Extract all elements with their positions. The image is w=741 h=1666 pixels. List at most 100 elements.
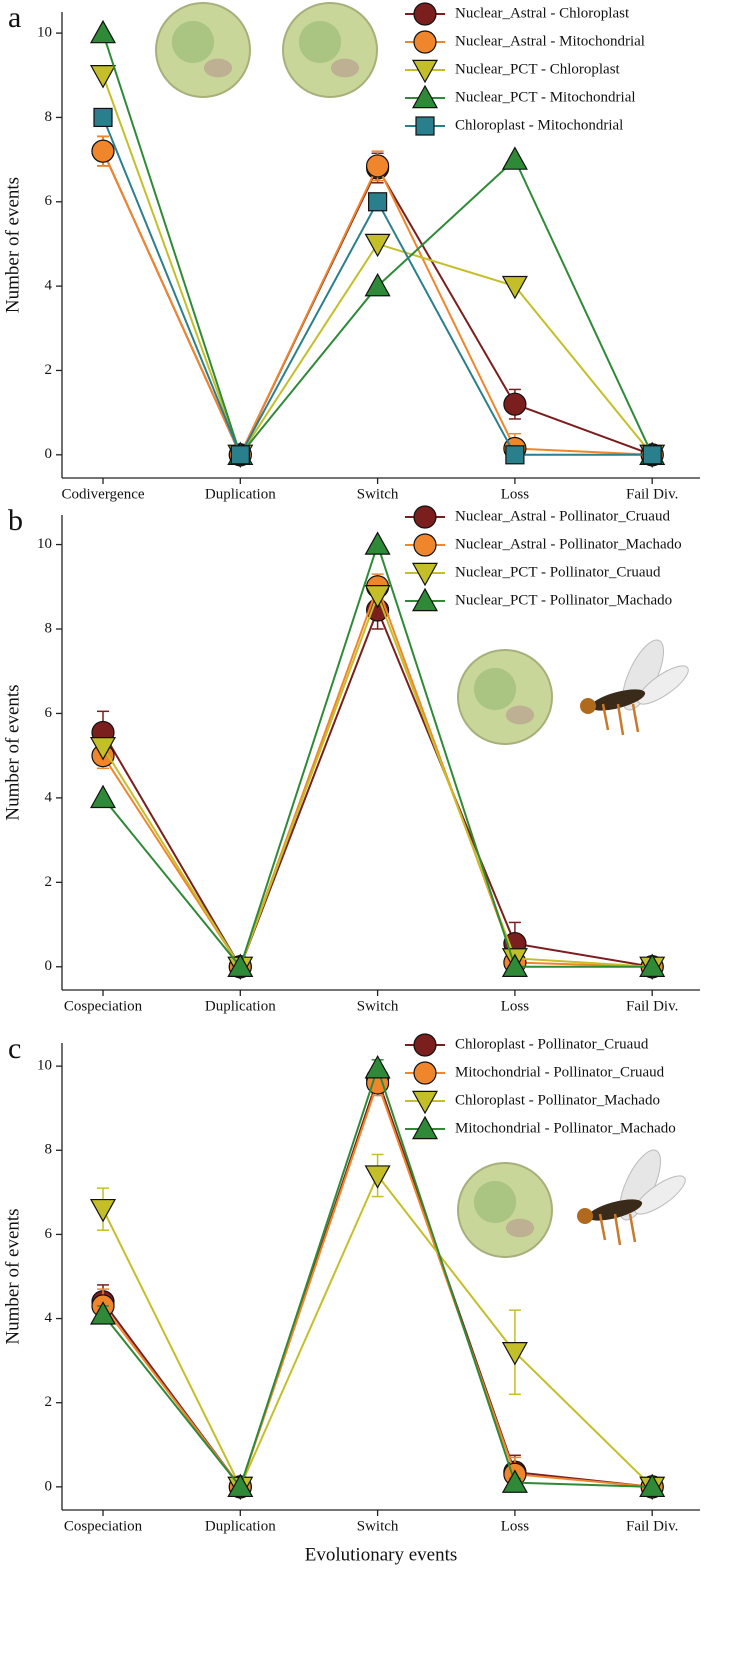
point	[89, 19, 117, 44]
point	[639, 953, 666, 977]
wasp-head	[580, 698, 596, 714]
point	[501, 1342, 528, 1366]
fig-photo-blotch	[203, 58, 233, 78]
y-tick-label: 2	[45, 874, 53, 890]
wasp-leg	[628, 1213, 637, 1243]
x-tick-label: Cospeciation	[64, 1518, 143, 1534]
fig-photo-shade	[171, 20, 215, 64]
point	[230, 445, 250, 465]
y-tick-label: 8	[45, 109, 53, 125]
y-tick-label: 4	[45, 789, 53, 805]
point	[503, 392, 527, 416]
point	[364, 272, 391, 297]
legend-label: Chloroplast - Mitochondrial	[455, 117, 623, 133]
fig-photo-blotch	[330, 58, 360, 78]
wasp-head	[577, 1208, 593, 1224]
y-tick-label: 4	[45, 278, 53, 294]
wasp-leg	[601, 703, 610, 731]
x-tick-label: Fail Div.	[626, 998, 678, 1014]
point	[642, 445, 662, 465]
legend-label: Chloroplast - Pollinator_Machado	[455, 1092, 660, 1108]
legend-marker	[413, 1033, 437, 1057]
legend-marker	[413, 533, 437, 557]
legend-label: Nuclear_Astral - Pollinator_Cruaud	[455, 508, 670, 524]
point	[227, 1473, 254, 1498]
legend-marker	[415, 116, 435, 136]
legend-label: Nuclear_PCT - Mitochondrial	[455, 89, 636, 105]
series-line	[102, 1173, 653, 1490]
point	[364, 585, 391, 609]
y-tick-label: 10	[37, 1058, 52, 1074]
legend-label: Nuclear_Astral - Pollinator_Machado	[455, 536, 682, 552]
series-line	[102, 1075, 653, 1489]
y-axis-label: Number of events	[2, 684, 23, 820]
legend-label: Mitochondrial - Pollinator_Cruaud	[455, 1064, 665, 1080]
x-tick-label: Loss	[501, 1518, 530, 1534]
y-axis-label: Number of events	[2, 177, 23, 313]
point	[501, 1469, 528, 1493]
x-tick-label: Fail Div.	[626, 486, 678, 502]
series-line	[102, 1079, 653, 1489]
legend-marker	[413, 30, 437, 54]
x-tick-label: Duplication	[205, 998, 276, 1014]
y-tick-label: 6	[45, 1226, 53, 1242]
wasp-wing	[634, 1175, 686, 1215]
wasp-wing	[637, 665, 689, 705]
point	[501, 146, 528, 170]
y-tick-label: 0	[45, 958, 53, 974]
x-tick-label: Switch	[357, 486, 399, 502]
y-axis-label: Number of events	[2, 1208, 23, 1344]
x-tick-label: Loss	[501, 998, 530, 1014]
fig-photo-shade	[473, 1180, 517, 1224]
wasp-leg	[613, 1213, 622, 1246]
y-tick-label: 2	[45, 362, 53, 378]
panel-label: b	[8, 504, 23, 537]
point	[227, 953, 254, 977]
y-tick-label: 6	[45, 705, 53, 721]
legend-label: Chloroplast - Pollinator_Cruaud	[455, 1036, 649, 1052]
point	[364, 531, 391, 555]
series-line	[102, 583, 653, 970]
x-axis-label: Evolutionary events	[305, 1544, 458, 1565]
y-tick-label: 0	[45, 446, 53, 462]
x-tick-label: Cospeciation	[64, 998, 143, 1014]
legend-label: Nuclear_PCT - Chloroplast	[455, 61, 621, 77]
y-tick-label: 2	[45, 1394, 53, 1410]
legend-marker	[413, 2, 437, 26]
x-tick-label: Codivergence	[61, 486, 144, 502]
fig-photo-shade	[473, 667, 517, 711]
fig-photo-blotch	[505, 1218, 535, 1238]
y-tick-label: 4	[45, 1310, 53, 1326]
point	[364, 233, 391, 258]
legend-label: Nuclear_Astral - Chloroplast	[455, 5, 630, 21]
point	[89, 784, 117, 809]
y-tick-label: 10	[37, 25, 52, 41]
point	[368, 192, 388, 212]
wasp-leg	[631, 703, 640, 733]
legend-label: Nuclear_PCT - Pollinator_Machado	[455, 592, 672, 608]
fig-photo-shade	[298, 20, 342, 64]
point	[639, 1473, 666, 1498]
legend-marker	[413, 505, 437, 529]
point	[91, 139, 115, 163]
wasp-leg	[598, 1213, 607, 1241]
legend-label: Mitochondrial - Pollinator_Machado	[455, 1120, 676, 1136]
x-tick-label: Duplication	[205, 1518, 276, 1534]
series-line	[102, 607, 653, 970]
legend-marker	[413, 1061, 437, 1085]
legend-label: Nuclear_PCT - Pollinator_Cruaud	[455, 564, 661, 580]
point	[505, 445, 525, 465]
point	[501, 275, 528, 300]
wasp-leg	[616, 703, 625, 736]
x-tick-label: Duplication	[205, 486, 276, 502]
fig-photo-blotch	[505, 705, 535, 725]
point	[366, 154, 390, 178]
y-tick-label: 10	[37, 536, 52, 552]
panel-label: c	[8, 1032, 21, 1065]
legend-marker	[411, 59, 439, 84]
legend-marker	[411, 84, 439, 109]
point	[364, 1055, 391, 1079]
series-line	[102, 592, 653, 970]
point	[89, 1198, 117, 1223]
